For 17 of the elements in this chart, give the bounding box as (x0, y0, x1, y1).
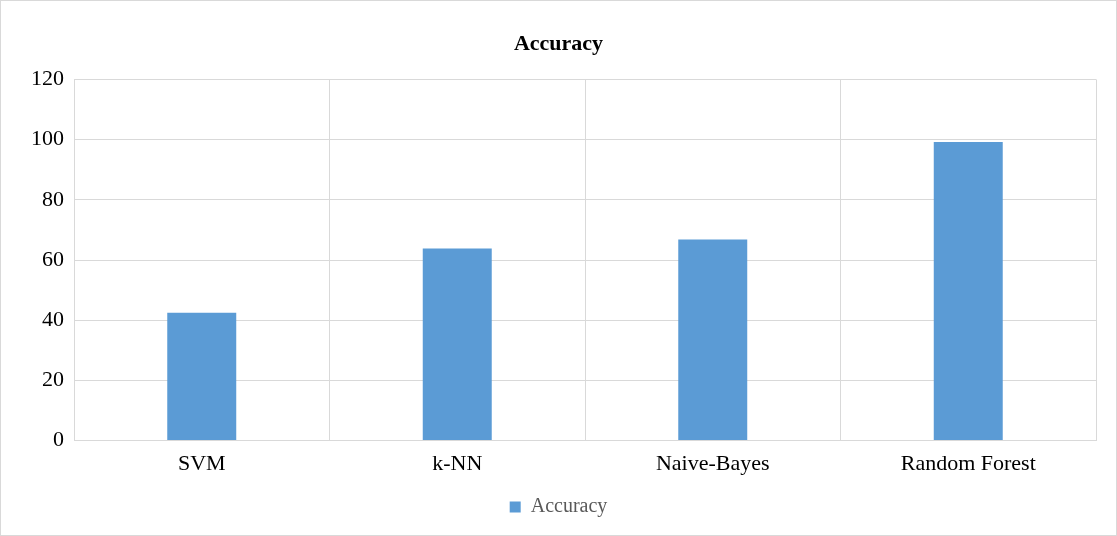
y-tick-label: 80 (42, 185, 64, 211)
y-tick-label: 0 (53, 426, 64, 452)
x-tick-label: Naive-Bayes (655, 449, 770, 475)
y-tick-label: 120 (31, 65, 64, 91)
bar (678, 239, 748, 441)
x-tick-label: Random Forest (900, 449, 1036, 475)
bar (167, 312, 237, 441)
y-tick-label: 40 (42, 305, 64, 331)
bar (933, 142, 1003, 441)
x-tick-label: k-NN (432, 449, 483, 475)
legend-label: Accuracy (530, 494, 608, 518)
y-tick-label: 60 (42, 245, 64, 271)
bar (422, 248, 492, 441)
chart-title: Accuracy (513, 29, 604, 55)
y-tick-label: 100 (31, 125, 64, 151)
y-tick-label: 20 (42, 366, 64, 392)
x-tick-label: SVM (177, 449, 226, 475)
